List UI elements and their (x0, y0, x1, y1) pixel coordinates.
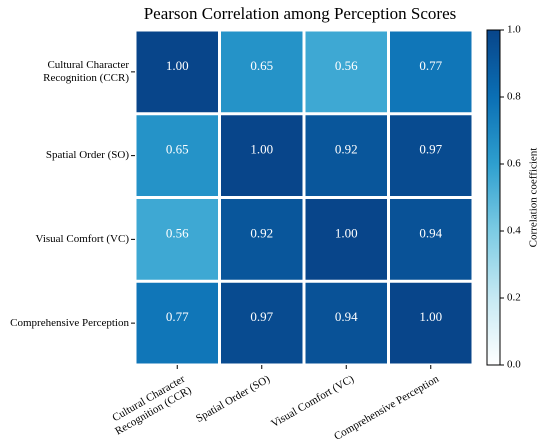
cell-label: 0.56 (166, 225, 189, 240)
colorbar (486, 29, 501, 366)
cell-label: 0.77 (419, 58, 442, 73)
cell-label: 1.00 (335, 225, 358, 240)
colorbar-tick-label: 1.0 (507, 24, 521, 36)
y-tick-label: Spatial Order (SO) (45, 149, 129, 162)
heatmap-cell (305, 199, 387, 280)
colorbar-tick-label: 0.4 (507, 225, 521, 237)
heatmap-cell (390, 282, 472, 364)
colorbar-tick-label: 0.6 (507, 158, 521, 170)
heatmap-cell (221, 115, 303, 196)
cell-label: 1.00 (250, 142, 273, 157)
heatmap-cell (136, 199, 218, 280)
y-tick-label: Visual Comfort (VC) (35, 232, 129, 245)
cell-label: 0.65 (166, 142, 189, 157)
y-tick-label: Comprehensive Perception (10, 316, 129, 329)
heatmap-cell (221, 31, 303, 113)
chart-title: Pearson Correlation among Perception Sco… (144, 4, 457, 23)
heatmap-cell (390, 115, 472, 196)
colorbar-tick-label: 0.8 (507, 91, 521, 103)
heatmap-cell (136, 115, 218, 196)
heatmap-cell (305, 31, 387, 113)
cell-label: 0.56 (335, 58, 358, 73)
heatmap-cell (390, 199, 472, 280)
cell-label: 1.00 (419, 309, 442, 324)
heatmap-cell (136, 282, 218, 364)
colorbar-label: Correlation coefficient (528, 148, 540, 248)
cell-label: 0.77 (166, 309, 189, 324)
cell-label: 0.65 (250, 58, 273, 73)
colorbar-tick-label: 0.2 (507, 292, 521, 304)
heatmap-cell (221, 282, 303, 364)
heatmap-cell (305, 282, 387, 364)
heatmap-cell (390, 31, 472, 113)
cell-label: 0.94 (335, 309, 358, 324)
cell-label: 0.97 (250, 309, 273, 324)
cell-label: 0.94 (419, 225, 442, 240)
cell-label: 0.97 (419, 142, 442, 157)
heatmap-cell (136, 31, 218, 113)
cell-label: 0.92 (335, 142, 358, 157)
cell-label: 1.00 (166, 58, 189, 73)
heatmap-cell (305, 115, 387, 196)
y-tick-label: Cultural Character Recognition (CCR) (43, 58, 129, 84)
colorbar-tick-label: 0.0 (507, 359, 521, 371)
cell-label: 0.92 (250, 225, 273, 240)
heatmap-cell (221, 199, 303, 280)
